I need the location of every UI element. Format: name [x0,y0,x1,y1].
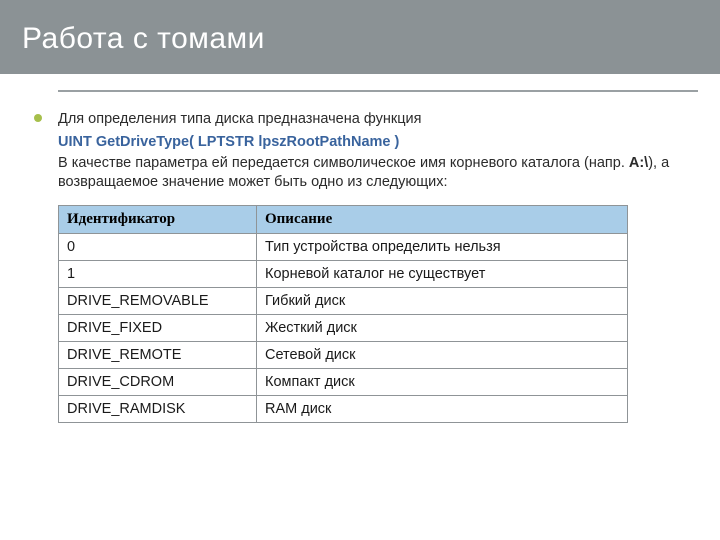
intro-bold-path: A:\ [629,155,648,171]
table-row: 1 Корневой каталог не существует [59,260,628,287]
col-header-desc: Описание [257,205,628,233]
content-area: Для определения типа диска предназначена… [0,92,720,423]
bullet-icon [34,114,42,122]
col-header-id: Идентификатор [59,205,257,233]
table-header-row: Идентификатор Описание [59,205,628,233]
cell-desc: Корневой каталог не существует [257,260,628,287]
cell-id: 0 [59,233,257,260]
intro-line1: Для определения типа диска предназначена… [58,111,421,127]
table-row: DRIVE_CDROM Компакт диск [59,368,628,395]
cell-id: DRIVE_REMOVABLE [59,287,257,314]
cell-desc: Гибкий диск [257,287,628,314]
cell-desc: Компакт диск [257,368,628,395]
intro-line2a: В качестве параметра ей передается симво… [58,155,629,171]
table-row: DRIVE_REMOTE Сетевой диск [59,341,628,368]
table-row: 0 Тип устройства определить нельзя [59,233,628,260]
cell-desc: Сетевой диск [257,341,628,368]
intro-paragraph: Для определения типа диска предназначена… [58,110,698,193]
cell-id: DRIVE_CDROM [59,368,257,395]
cell-id: DRIVE_FIXED [59,314,257,341]
function-signature: UINT GetDriveType( LPTSTR lpszRootPathNa… [58,132,698,152]
return-values-table: Идентификатор Описание 0 Тип устройства … [58,205,628,423]
table-row: DRIVE_REMOVABLE Гибкий диск [59,287,628,314]
cell-desc: Жесткий диск [257,314,628,341]
title-bar: Работа с томами [0,0,720,74]
table-row: DRIVE_RAMDISK RAM диск [59,395,628,422]
cell-id: 1 [59,260,257,287]
slide-title: Работа с томами [22,22,698,56]
cell-desc: Тип устройства определить нельзя [257,233,628,260]
cell-id: DRIVE_RAMDISK [59,395,257,422]
cell-desc: RAM диск [257,395,628,422]
cell-id: DRIVE_REMOTE [59,341,257,368]
table-row: DRIVE_FIXED Жесткий диск [59,314,628,341]
